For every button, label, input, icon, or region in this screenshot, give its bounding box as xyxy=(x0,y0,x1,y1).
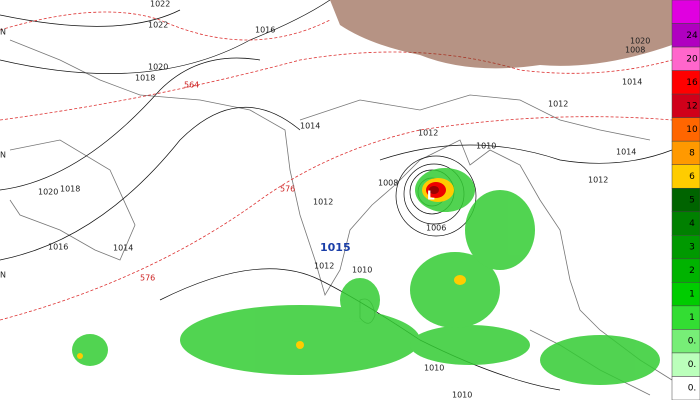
lat-label: N xyxy=(0,271,6,280)
lat-label: N xyxy=(0,28,6,37)
isobar-label: 1022 xyxy=(148,21,168,30)
lat-label: N xyxy=(0,151,6,160)
colorbar-label: 1 xyxy=(689,290,695,300)
isobar-label: 1008 xyxy=(378,179,398,188)
isobar-label: 1016 xyxy=(48,243,68,252)
isobar-label: 1018 xyxy=(135,74,155,83)
colorbar-label: 6 xyxy=(689,172,695,182)
colorbar-swatch xyxy=(671,164,700,189)
isobar-label: 1006 xyxy=(426,224,446,233)
terrain xyxy=(330,0,672,69)
colorbar-swatch xyxy=(671,305,700,330)
colorbar-label: 2 xyxy=(689,266,695,276)
isobar-label: 1012 xyxy=(313,198,333,207)
isobar-label: 1012 xyxy=(314,262,334,271)
isobar-label: 1010 xyxy=(352,266,372,275)
isobar-label: 1010 xyxy=(476,142,496,151)
colorbar-label: 24 xyxy=(686,31,698,41)
colorbar-label: 1 xyxy=(689,313,695,323)
colorbar-label: 4 xyxy=(689,219,695,229)
cyclone-core xyxy=(77,178,466,359)
isobar-label: 1012 xyxy=(588,176,608,185)
isobar-label: 1010 xyxy=(424,364,444,373)
isobar-label: 1012 xyxy=(418,129,438,138)
isobar-label: 1020 xyxy=(630,37,650,46)
isobar-label: 1014 xyxy=(616,148,636,157)
height-label: 564 xyxy=(184,81,199,90)
colorbar-label: 3 xyxy=(689,243,695,253)
colorbar-swatch xyxy=(671,0,700,24)
colorbar-label: 12 xyxy=(686,101,697,111)
precipitation xyxy=(72,168,660,385)
isobar-label: 1012 xyxy=(548,100,568,109)
high-label: 1015 xyxy=(320,241,351,254)
colorbar-swatch xyxy=(671,187,700,213)
isobar-label: 1008 xyxy=(625,46,645,55)
colorbar-swatch xyxy=(671,282,700,307)
low-label: L xyxy=(427,189,435,203)
colorbar-label: 16 xyxy=(686,78,698,88)
colorbar-label: 0. xyxy=(688,384,697,394)
colorbar-label: 8 xyxy=(689,148,695,158)
isobar-label: 1014 xyxy=(622,78,642,87)
colorbar-label: 10 xyxy=(686,125,698,135)
colorbar-swatch xyxy=(671,258,700,283)
colorbar-swatch xyxy=(671,235,700,260)
colorbar-swatch xyxy=(671,211,700,236)
colorbar-label: 5 xyxy=(689,196,695,206)
isobar-label: 1014 xyxy=(300,122,320,131)
isobar-label: 1014 xyxy=(113,244,133,253)
isobar-label: 1016 xyxy=(255,26,275,35)
colorbar-label: 0. xyxy=(688,337,697,347)
colorbar-swatch xyxy=(671,140,700,165)
isobar-label: 1022 xyxy=(150,0,170,9)
colorbar-label: 0. xyxy=(688,360,697,370)
height-contours xyxy=(0,11,673,321)
height-label: 576 xyxy=(140,274,155,283)
isobar-label: 1020 xyxy=(38,188,58,197)
isobar-label: 1010 xyxy=(452,391,472,400)
colorbar-label: 20 xyxy=(686,54,698,64)
height-label: 576 xyxy=(280,185,295,194)
isobar-label: 1018 xyxy=(60,185,80,194)
isobar-label: 1020 xyxy=(148,63,168,72)
